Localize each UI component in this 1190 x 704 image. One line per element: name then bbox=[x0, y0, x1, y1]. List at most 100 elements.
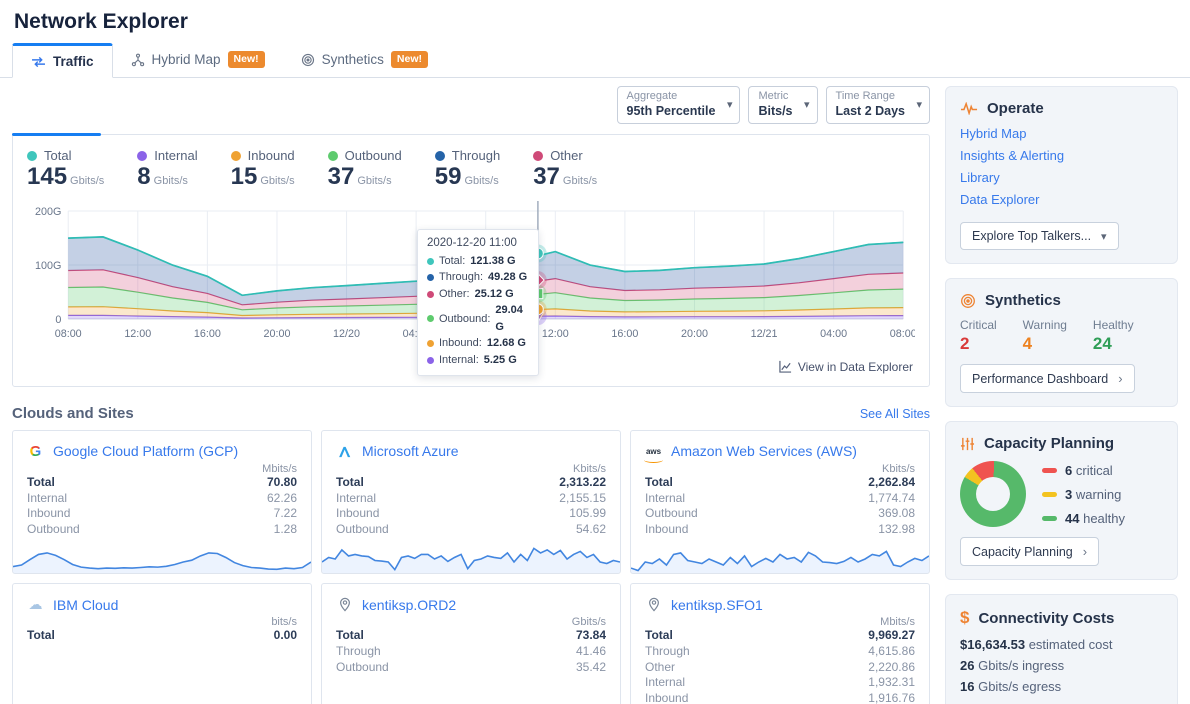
svg-text:100G: 100G bbox=[35, 260, 61, 272]
tab-hybrid-map[interactable]: Hybrid Map New! bbox=[113, 42, 283, 77]
chart-icon bbox=[779, 360, 792, 374]
svg-text:04:00: 04:00 bbox=[820, 328, 847, 340]
card-row: Total 73.84 bbox=[336, 628, 606, 643]
card-unit: Mbits/s bbox=[262, 462, 297, 475]
card-unit: Kbits/s bbox=[572, 462, 606, 475]
card-title-link[interactable]: IBM Cloud bbox=[53, 596, 119, 613]
legend-item-through: Through 59 Gbits/s bbox=[434, 148, 501, 191]
tooltip-dot bbox=[427, 257, 434, 265]
section-title: Capacity Planning bbox=[984, 435, 1115, 452]
tooltip-dot bbox=[427, 274, 434, 282]
stat-healthy: Healthy 24 bbox=[1092, 318, 1134, 353]
synthetics-stats: Critical 2 Warning 4 Healthy 24 bbox=[960, 318, 1163, 354]
svg-text:12/20: 12/20 bbox=[333, 328, 360, 340]
card-row: Internal 2,155.15 bbox=[336, 490, 606, 505]
legend-dot bbox=[434, 150, 445, 161]
tooltip-dot bbox=[427, 290, 434, 298]
legend-dot bbox=[230, 150, 241, 161]
chart-tooltip: 2020-12-20 11:00 Total: 121.38 G Through:… bbox=[417, 228, 539, 377]
right-sidebar: Operate Hybrid Map Insights & Alerting L… bbox=[945, 86, 1178, 704]
aggregate-select[interactable]: Aggregate 95th Percentile bbox=[616, 86, 741, 125]
card-title-link[interactable]: kentiksp.ORD2 bbox=[362, 596, 457, 613]
legend-dot bbox=[327, 150, 338, 161]
cloud-card-azure: Microsoft Azure Kbits/s Total 2,313.22 In… bbox=[321, 429, 621, 575]
time-range-select[interactable]: Time Range Last 2 Days bbox=[825, 86, 930, 125]
card-row: Total 9,969.27 bbox=[645, 628, 915, 643]
card-row: Through 41.46 bbox=[336, 643, 606, 658]
card-row: Outbound 35.42 bbox=[336, 659, 606, 674]
location-pin-icon bbox=[645, 596, 662, 613]
synthetics-icon bbox=[960, 293, 976, 309]
filter-value: 95th Percentile bbox=[626, 103, 716, 118]
sidebar-link-hybrid-map[interactable]: Hybrid Map bbox=[960, 126, 1027, 141]
legend-item-inbound: Inbound 15 Gbits/s bbox=[230, 148, 295, 191]
traffic-summary-legend: Total 145 Gbits/s Internal 8 Gbits/s Inbou… bbox=[27, 148, 915, 191]
tooltip-dot bbox=[427, 315, 434, 323]
svg-text:08:00: 08:00 bbox=[890, 328, 915, 340]
donut-legend-healthy: 44 healthy bbox=[1042, 511, 1125, 526]
tab-bar: Traffic Hybrid Map New! Synthetics New! bbox=[0, 42, 1190, 78]
card-row: Total 0.00 bbox=[27, 628, 297, 643]
new-badge: New! bbox=[390, 51, 429, 68]
sidebar-link-data-explorer[interactable]: Data Explorer bbox=[960, 192, 1040, 207]
traffic-panel: Total 145 Gbits/s Internal 8 Gbits/s Inbou… bbox=[12, 133, 930, 387]
tab-synthetics[interactable]: Synthetics New! bbox=[283, 42, 446, 77]
svg-text:08:00: 08:00 bbox=[55, 328, 82, 340]
legend-dot bbox=[137, 150, 148, 161]
sparkline-chart bbox=[13, 537, 311, 574]
performance-dashboard-button[interactable]: Performance Dashboard bbox=[960, 364, 1135, 393]
ibm-cloud-logo-icon bbox=[27, 596, 44, 613]
caret-down-icon bbox=[916, 98, 922, 111]
svg-text:12:00: 12:00 bbox=[124, 328, 151, 340]
stat-warning: Warning 4 bbox=[1022, 318, 1067, 353]
legend-item-other: Other 37 Gbits/s bbox=[533, 148, 598, 191]
metric-select[interactable]: Metric Bits/s bbox=[748, 86, 818, 125]
capacity-planning-section: Capacity Planning 6 critical 3 warning 4… bbox=[945, 421, 1178, 580]
see-all-sites-link[interactable]: See All Sites bbox=[859, 406, 930, 421]
sidebar-link-library[interactable]: Library bbox=[960, 170, 1000, 185]
svg-text:0: 0 bbox=[55, 314, 61, 326]
filter-label: Metric bbox=[758, 90, 789, 102]
caret-down-icon bbox=[727, 98, 733, 111]
tab-traffic[interactable]: Traffic bbox=[12, 43, 113, 78]
donut-legend-warning: 3 warning bbox=[1042, 487, 1125, 502]
chevron-right-icon bbox=[1118, 371, 1122, 386]
clouds-and-sites-heading: Clouds and Sites bbox=[12, 404, 134, 422]
explore-top-talkers-dropdown[interactable]: Explore Top Talkers... bbox=[960, 222, 1119, 250]
section-title: Operate bbox=[987, 100, 1044, 117]
hybrid-map-icon bbox=[131, 53, 145, 67]
azure-logo-icon bbox=[336, 443, 353, 460]
dollar-icon: $ bbox=[960, 608, 970, 627]
card-row: Inbound 7.22 bbox=[27, 506, 297, 521]
sparkline-chart bbox=[322, 537, 620, 574]
svg-text:16:00: 16:00 bbox=[194, 328, 221, 340]
connectivity-costs-section: $ Connectivity Costs $16,634.53 estimate… bbox=[945, 594, 1178, 704]
capacity-planning-button[interactable]: Capacity Planning bbox=[960, 537, 1100, 566]
filter-bar: Aggregate 95th Percentile Metric Bits/s … bbox=[12, 86, 930, 125]
tab-label: Hybrid Map bbox=[151, 52, 221, 67]
card-title-link[interactable]: kentiksp.SFO1 bbox=[671, 596, 763, 613]
view-in-data-explorer-link[interactable]: View in Data Explorer bbox=[27, 353, 915, 382]
estimated-cost-line: $16,634.53 estimated cost bbox=[960, 637, 1113, 652]
card-row: Inbound 132.98 bbox=[645, 521, 915, 536]
cloud-card-aws: Amazon Web Services (AWS) Kbits/s Total2… bbox=[630, 429, 930, 575]
card-row: Internal 62.26 bbox=[27, 490, 297, 505]
card-row: Outbound 1.28 bbox=[27, 521, 297, 536]
gcp-logo-icon bbox=[27, 443, 44, 460]
card-unit: Mbits/s bbox=[880, 616, 915, 629]
site-card-ord2: kentiksp.ORD2 Gbits/s Total 73.84 Through… bbox=[321, 583, 621, 704]
card-unit: Kbits/s bbox=[881, 462, 915, 475]
page-title: Network Explorer bbox=[14, 10, 188, 33]
card-title-link[interactable]: Amazon Web Services (AWS) bbox=[671, 443, 857, 460]
legend-dot bbox=[533, 150, 544, 161]
new-badge: New! bbox=[227, 51, 265, 68]
card-title-link[interactable]: Microsoft Azure bbox=[362, 443, 459, 460]
tooltip-dot bbox=[427, 356, 434, 364]
sidebar-link-insights-alerting[interactable]: Insights & Alerting bbox=[960, 148, 1065, 163]
section-title: Synthetics bbox=[985, 292, 1061, 309]
card-title-link[interactable]: Google Cloud Platform (GCP) bbox=[53, 443, 239, 460]
pulse-icon bbox=[960, 102, 978, 115]
traffic-chart[interactable]: 0 100G 200G 08:00 12:00 16:00 20:00 12/20 04:00 0… bbox=[27, 200, 915, 377]
location-pin-icon bbox=[336, 596, 353, 613]
